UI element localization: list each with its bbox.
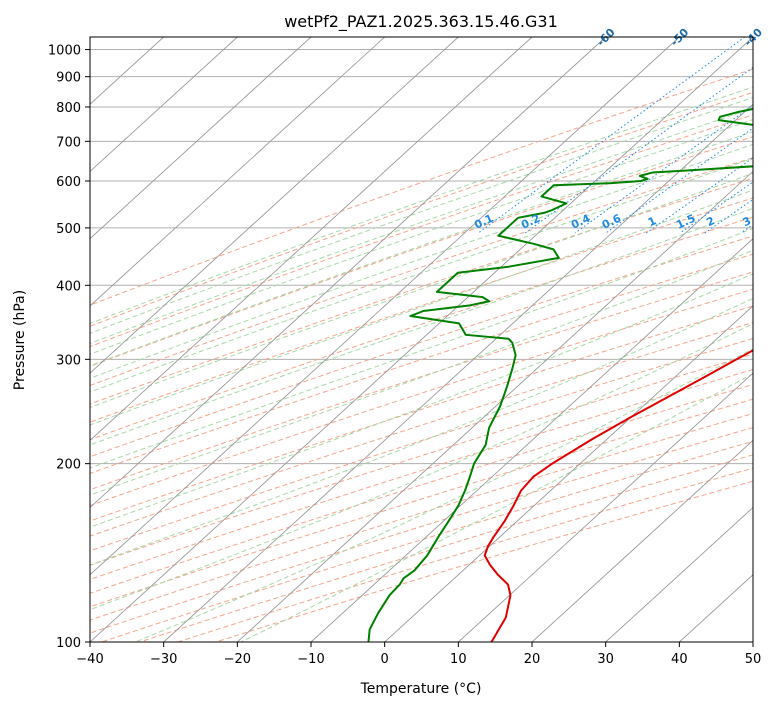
dry-adiabat <box>90 114 753 348</box>
sounding-profiles <box>367 107 753 642</box>
moist-adiabat <box>90 189 753 426</box>
pressure-grid <box>90 49 753 642</box>
dry-adiabat <box>90 216 753 441</box>
moist-adiabats <box>90 86 753 642</box>
moist-adiabat <box>240 373 753 642</box>
y-tick-label: 500 <box>56 222 81 237</box>
dry-adiabat <box>90 305 753 522</box>
y-tick-label: 100 <box>56 636 81 651</box>
x-axis-ticks: −40 −30 −20 −10 0 10 20 30 40 50 <box>76 642 761 667</box>
dry-adiabat <box>90 321 753 537</box>
moist-adiabat <box>90 273 753 528</box>
mixing-ratio-line <box>524 66 753 234</box>
isotherm-line <box>90 37 385 307</box>
moist-adiabat <box>90 172 753 409</box>
dry-adiabat <box>90 337 753 552</box>
moist-adiabat <box>90 297 753 566</box>
mixing-ratio-lines <box>478 37 753 234</box>
dry-adiabat <box>90 368 753 580</box>
isotherm-line <box>90 37 606 509</box>
isotherm-line <box>90 37 459 374</box>
isotherm-line <box>90 37 753 642</box>
x-tick-label: 0 <box>381 652 389 667</box>
x-tick-label: −40 <box>76 652 103 667</box>
sounding-line-1 <box>483 349 753 642</box>
moist-adiabat <box>90 119 753 355</box>
isotherm-line <box>90 37 312 240</box>
dry-adiabats <box>90 68 753 642</box>
moist-adiabat <box>90 227 753 469</box>
x-tick-label: 10 <box>450 652 467 667</box>
sounding-line-2 <box>367 107 753 642</box>
isotherm-line <box>90 37 680 576</box>
x-tick-label: 50 <box>745 652 762 667</box>
isotherm-line <box>237 170 753 642</box>
x-axis-label: Temperature (°C) <box>360 681 482 697</box>
y-axis-label: Pressure (hPa) <box>12 290 28 390</box>
y-tick-label: 900 <box>56 71 81 86</box>
isotherm-line <box>163 103 753 642</box>
x-tick-label: −20 <box>224 652 251 667</box>
dry-adiabat <box>90 353 753 566</box>
x-tick-label: 20 <box>524 652 541 667</box>
isotherm-line <box>90 37 533 441</box>
isotherm-line <box>531 439 753 642</box>
moist-adiabat <box>90 130 753 367</box>
isotherms <box>90 37 753 642</box>
y-tick-label: 1000 <box>48 44 81 59</box>
dry-adiabat <box>90 235 753 458</box>
dry-adiabat <box>90 288 753 507</box>
moist-adiabat <box>90 143 753 379</box>
dry-adiabat <box>90 177 753 405</box>
y-tick-label: 300 <box>56 353 81 368</box>
dry-adiabat <box>90 68 753 306</box>
dry-adiabat <box>90 271 753 491</box>
y-tick-label: 800 <box>56 101 81 116</box>
isotherm-line <box>90 37 238 173</box>
x-tick-label: 30 <box>597 652 614 667</box>
x-tick-label: −30 <box>150 652 177 667</box>
x-tick-label: 40 <box>671 652 688 667</box>
dry-adiabat <box>90 157 753 387</box>
y-tick-label: 200 <box>56 458 81 473</box>
isotherm-line <box>458 372 753 642</box>
mixing-ratio-line <box>574 104 753 234</box>
isotherm-line <box>605 506 753 642</box>
isotherm-line <box>384 305 753 642</box>
x-tick-label: −10 <box>297 652 324 667</box>
moist-adiabat <box>90 107 753 345</box>
chart-title: wetPf2_PAZ1.2025.363.15.46.G31 <box>284 12 558 32</box>
dry-adiabat <box>90 253 753 474</box>
y-tick-label: 600 <box>56 175 81 190</box>
dry-adiabat <box>90 383 753 594</box>
plot-frame <box>89 36 754 643</box>
y-tick-label: 700 <box>56 135 81 150</box>
moist-adiabat <box>90 207 753 446</box>
dry-adiabat <box>90 91 753 327</box>
dry-adiabat <box>90 197 753 423</box>
mixing-ratio-line <box>478 37 746 234</box>
y-tick-label: 400 <box>56 279 81 294</box>
isotherm-line <box>310 238 753 642</box>
dry-adiabat <box>90 398 753 608</box>
y-axis-ticks: 100 200 300 400 500 600 700 800 900 1000 <box>48 44 90 651</box>
